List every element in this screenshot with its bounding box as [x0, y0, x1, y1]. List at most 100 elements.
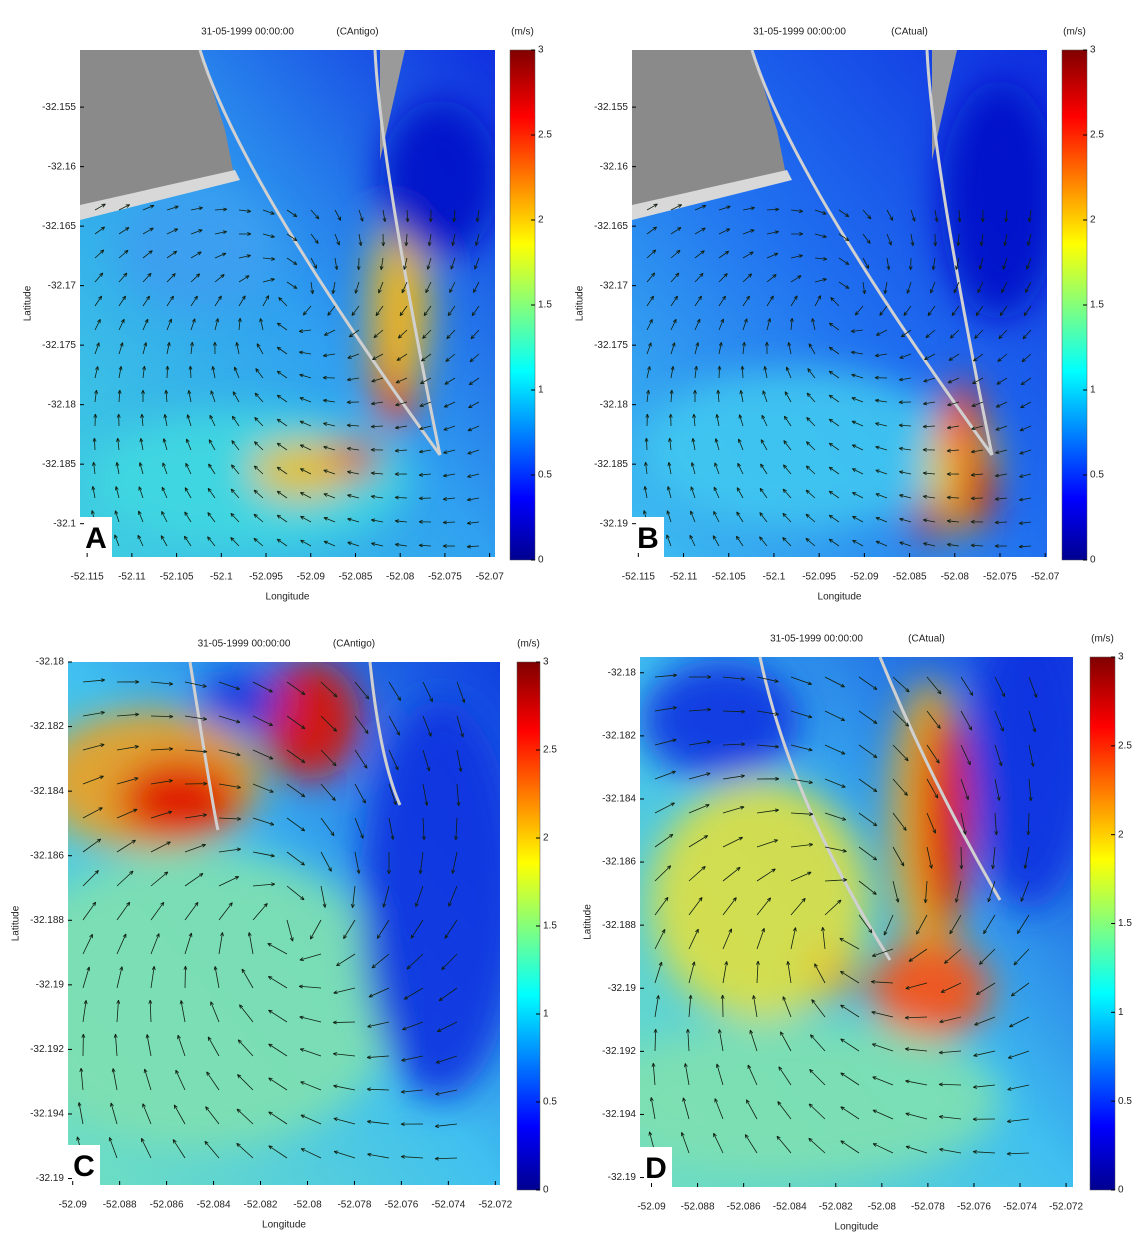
x-tick-label: -52.08: [293, 1200, 322, 1211]
x-tick-label: -52.074: [431, 1200, 465, 1211]
x-tick-label: -52.115: [622, 572, 656, 583]
x-tick-label: -52.076: [384, 1200, 418, 1211]
field-blob: [90, 410, 410, 550]
colorbar-tick-label: 3: [1118, 652, 1124, 663]
x-tick-label: -52.08: [386, 572, 415, 583]
velocity-field: [600, 610, 1090, 1187]
field-blob: [957, 450, 993, 530]
field-blob: [910, 502, 950, 538]
y-tick-label: -32.17: [600, 280, 629, 291]
colorbar-label: (m/s): [517, 639, 540, 650]
colorbar-tick-label: 0.5: [1118, 1096, 1132, 1107]
y-tick-label: -32.16: [48, 161, 77, 172]
colorbar-tick-label: 0.5: [1090, 470, 1104, 481]
y-tick-label: -32.188: [602, 920, 636, 931]
y-tick-label: -32.18: [608, 667, 637, 678]
field-blob: [250, 440, 350, 500]
x-tick-label: -52.08: [941, 572, 970, 583]
colorbar-tick-label: 0: [543, 1185, 549, 1196]
x-axis-label: Longitude: [262, 1220, 306, 1231]
colorbar-tick-label: 1: [543, 1009, 549, 1020]
chart-title: 31-05-1999 00:00:00: [770, 634, 863, 645]
colorbar-tick-label: 1.5: [538, 300, 552, 311]
y-tick-label: -32.184: [30, 786, 64, 797]
colorbar-tick-label: 0: [1118, 1185, 1124, 1196]
x-tick-label: -52.082: [819, 1202, 853, 1213]
y-tick-label: -32.19: [600, 518, 629, 529]
colorbar-tick-label: 0.5: [538, 470, 552, 481]
x-axis-label: Longitude: [266, 592, 310, 603]
x-tick-label: -52.095: [802, 572, 836, 583]
y-tick-label: -32.18: [36, 657, 65, 668]
y-tick-label: -32.175: [594, 340, 628, 351]
chart-title: 31-05-1999 00:00:00: [201, 27, 294, 38]
colorbar-tick-label: 0: [1090, 555, 1096, 566]
x-tick-label: -52.09: [59, 1200, 88, 1211]
colorbar-tick-label: 2: [543, 833, 549, 844]
colorbar-tick-label: 3: [1090, 45, 1096, 56]
field-blob: [970, 610, 1090, 910]
x-tick-label: -52.075: [428, 572, 462, 583]
colorbar-tick-label: 0: [538, 555, 544, 566]
colorbar-tick-label: 2: [538, 215, 544, 226]
field-blob: [640, 370, 960, 530]
y-tick-label: -32.184: [602, 794, 636, 805]
y-tick-label: -32.194: [602, 1109, 636, 1120]
x-tick-label: -52.084: [773, 1202, 807, 1213]
colorbar-tick-label: 2.5: [538, 130, 552, 141]
colorbar-tick-label: 0.5: [543, 1097, 557, 1108]
colorbar-tick-label: 1: [1118, 1007, 1124, 1018]
field-blob: [120, 760, 240, 840]
y-tick-label: -32.186: [30, 850, 64, 861]
colorbar-label: (m/s): [1063, 27, 1086, 38]
y-tick-label: -32.19: [36, 979, 65, 990]
field-blob: [200, 670, 280, 730]
x-tick-label: -52.084: [197, 1200, 231, 1211]
colorbar-tick-label: 2: [1090, 215, 1096, 226]
chart-title: 31-05-1999 00:00:00: [753, 27, 846, 38]
colorbar-tick-label: 2.5: [543, 745, 557, 756]
x-tick-label: -52.078: [911, 1202, 945, 1213]
scenario-label: (CAntigo): [333, 639, 375, 650]
scenario-label: (CAtual): [891, 27, 928, 38]
field-blob: [650, 780, 870, 1020]
x-tick-label: -52.075: [983, 572, 1017, 583]
x-tick-label: -52.078: [337, 1200, 371, 1211]
y-tick-label: -32.155: [42, 102, 76, 113]
x-tick-label: -52.1: [210, 572, 233, 583]
x-tick-label: -52.088: [681, 1202, 715, 1213]
scenario-label: (CAtual): [908, 634, 945, 645]
panel-label: C: [73, 1150, 95, 1183]
x-tick-label: -52.072: [1049, 1202, 1083, 1213]
x-tick-label: -52.11: [118, 572, 146, 583]
y-tick-label: -32.19: [36, 1173, 65, 1184]
y-tick-label: -32.182: [30, 721, 64, 732]
x-tick-label: -52.1: [763, 572, 786, 583]
x-tick-label: -52.072: [478, 1200, 512, 1211]
x-tick-label: -52.09: [297, 572, 326, 583]
x-tick-label: -52.07: [475, 572, 504, 583]
x-tick-label: -52.076: [957, 1202, 991, 1213]
velocity-field: [80, 50, 500, 557]
y-tick-label: -32.175: [42, 340, 76, 351]
colorbar-label: (m/s): [1091, 634, 1114, 645]
x-tick-label: -52.085: [339, 572, 373, 583]
scenario-label: (CAntigo): [336, 27, 378, 38]
y-tick-label: -32.17: [48, 280, 77, 291]
x-tick-label: -52.09: [850, 572, 879, 583]
y-tick-label: -32.19: [608, 1172, 637, 1183]
panel: A-52.115-52.11-52.105-52.1-52.095-52.09-…: [23, 27, 553, 603]
x-tick-label: -52.105: [160, 572, 194, 583]
colorbar-tick-label: 2.5: [1090, 130, 1104, 141]
y-tick-label: -32.1: [53, 518, 76, 529]
y-axis-label: Latitude: [11, 905, 22, 941]
field-blob: [260, 660, 360, 780]
panel-label: A: [85, 522, 107, 555]
y-axis-label: Latitude: [23, 285, 34, 321]
y-tick-label: -32.155: [594, 102, 628, 113]
y-axis-label: Latitude: [575, 285, 586, 321]
velocity-field: [632, 50, 1060, 557]
y-tick-label: -32.19: [608, 983, 637, 994]
y-tick-label: -32.194: [30, 1109, 64, 1120]
y-tick-label: -32.186: [602, 857, 636, 868]
